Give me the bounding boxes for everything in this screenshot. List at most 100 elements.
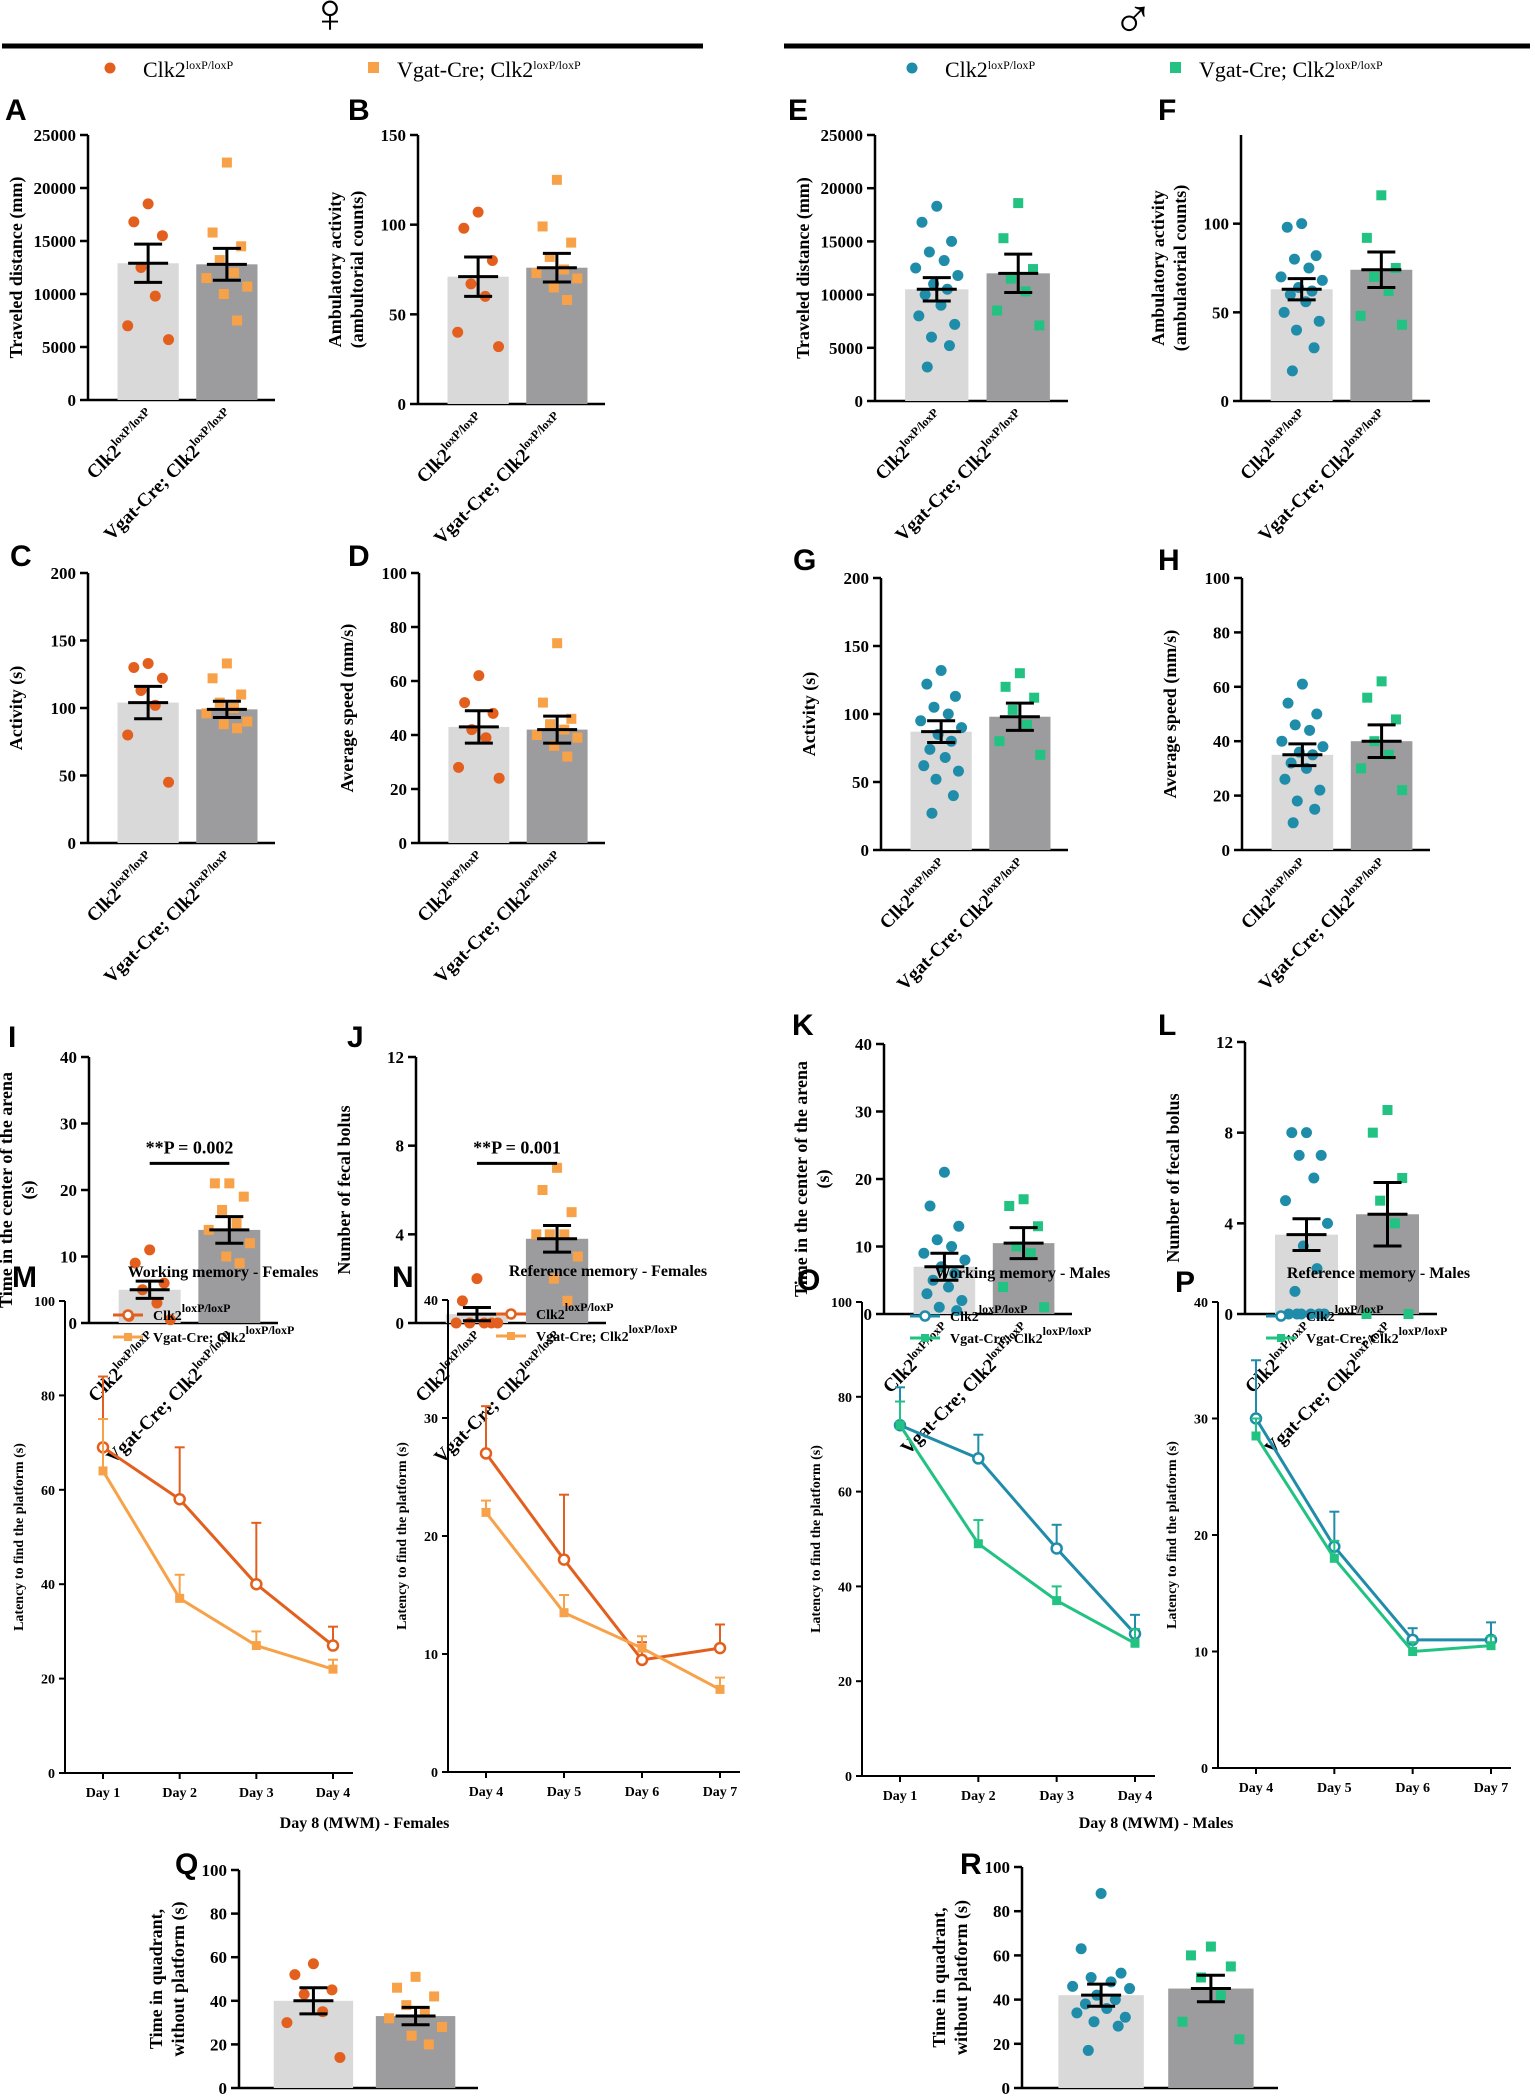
point-mutant-Q: [384, 2013, 395, 2024]
x-category-label-H: Clk2loxP/loxP: [1235, 855, 1314, 934]
point-mutant-B: [544, 251, 555, 262]
legend-label-M-sup: loxP/loxP: [182, 1301, 231, 1315]
point-mutant-E: [992, 305, 1003, 316]
y-tick-label-P: 0: [1201, 1762, 1208, 1777]
panel-letter-M: M: [12, 1261, 37, 1294]
y-tick-label-C: 0: [68, 834, 77, 853]
bar-mutant-C: [196, 709, 258, 843]
x-category-label-D-sup: loxP/loxP: [439, 848, 483, 892]
panel-B: B 0 50 100 150 Ambulatory activity (ambultoria…: [325, 94, 605, 549]
y-tick-label-N: 10: [424, 1648, 438, 1663]
y-tick-label-M: 0: [48, 1767, 55, 1782]
legend-label-M: Clk2loxP/loxP: [153, 1301, 230, 1324]
legend-marker-O: [919, 1310, 931, 1322]
point-control-R: [1067, 1980, 1079, 1992]
point-mutant-A: [201, 273, 212, 284]
y-tick-label-I: 10: [60, 1248, 77, 1267]
y-axis-title-G: Activity (s): [799, 672, 820, 756]
marker-mutant-P: [1329, 1553, 1339, 1563]
x-category-label-G: Clk2loxP/loxP: [874, 855, 953, 934]
series-line-control-P: [1254, 1417, 1491, 1642]
point-mutant-I: [238, 1191, 249, 1202]
point-control-I: [151, 1297, 163, 1309]
y-tick-label-P: 20: [1194, 1529, 1208, 1544]
x-category-label-C: Vgat-Cre; Clk2loxP/loxP: [98, 848, 238, 988]
point-control-F: [1278, 306, 1290, 318]
panel-letter-B: B: [348, 94, 370, 127]
x-tick-label-N: Day 5: [547, 1785, 582, 1800]
panel-letter-J: J: [347, 1021, 364, 1054]
x-category-label-C: Clk2loxP/loxP: [81, 848, 160, 927]
x-category-label-B: Clk2loxP/loxP: [411, 409, 490, 488]
group-legends: Clk2loxP/loxP Vgat-Cre; Clk2loxP/loxP Clk2…: [104, 57, 1383, 82]
x-category-label-I: Clk2loxP/loxP: [82, 1328, 161, 1407]
legend-marker-N: [505, 1308, 517, 1320]
marker-control-M: [250, 1577, 263, 1591]
point-control-E: [923, 246, 935, 258]
point-mutant-E: [998, 233, 1009, 244]
y-tick-label-Q: 20: [210, 2035, 227, 2054]
point-mutant-Q: [423, 2039, 434, 2050]
legend-mutant-marker: [368, 62, 379, 73]
legend-control-label-base: Clk2: [143, 57, 186, 82]
point-control-H: [1304, 724, 1316, 736]
chart-title-R: Day 8 (MWM) - Males: [1079, 1815, 1234, 1832]
y-tick-label-R: 20: [993, 2035, 1010, 2054]
panel-letter-I: I: [8, 1021, 16, 1054]
y-tick-label-I: 0: [69, 1314, 78, 1333]
x-category-label-K: Clk2loxP/loxP: [877, 1319, 956, 1398]
y-tick-label-O: 80: [838, 1391, 852, 1406]
legend-mutant-label-base: Vgat-Cre; Clk2: [1199, 57, 1335, 82]
y-tick-label-Q: 0: [219, 2079, 228, 2098]
point-control-Q: [289, 1969, 301, 1981]
y-tick-label-K: 30: [855, 1103, 872, 1122]
x-category-label-D: Clk2loxP/loxP: [411, 848, 490, 927]
y-tick-label-B: 0: [398, 395, 407, 414]
point-mutant-Q: [401, 2000, 412, 2011]
point-mutant-L: [1375, 1195, 1386, 1206]
x-category-label-H-sup: loxP/loxP: [1342, 855, 1386, 899]
legend-marker-N: [507, 1332, 515, 1340]
point-mutant-F: [1376, 190, 1387, 201]
point-control-G: [918, 760, 930, 772]
legend-male: Clk2loxP/loxP Vgat-Cre; Clk2loxP/loxP: [906, 57, 1383, 82]
point-control-H: [1314, 784, 1326, 796]
y-tick-label-Q: 80: [210, 1905, 227, 1924]
y-axis-title-E: Traveled distance (mm): [793, 177, 814, 359]
y-tick-label-C: 100: [51, 699, 77, 718]
point-mutant-H: [1390, 714, 1401, 725]
point-control-E: [921, 361, 933, 373]
point-mutant-J: [544, 1229, 555, 1240]
point-control-K: [946, 1241, 958, 1252]
panel-Q: Q Day 8 (MWM) - Females 0 20 40 60 80 100 Time i…: [146, 1815, 478, 2098]
panel-J: J 0 4 8 12 Number of fecal bolus Clk2 loxP/loxP…: [334, 1021, 606, 1468]
legend-label-O: Clk2loxP/loxP: [950, 1302, 1027, 1325]
x-category-label-E: Clk2loxP/loxP: [869, 406, 948, 485]
x-category-label-H-sup: loxP/loxP: [1263, 855, 1307, 899]
point-control-F: [1296, 218, 1308, 230]
legend-label-N-sup: loxP/loxP: [565, 1300, 614, 1314]
y-tick-label-I: 20: [60, 1181, 77, 1200]
point-control-G: [942, 708, 954, 720]
point-mutant-B: [531, 268, 542, 279]
point-control-C: [156, 672, 168, 684]
point-mutant-C: [201, 708, 212, 719]
point-mutant-I: [203, 1224, 214, 1235]
y-tick-label-M: 20: [41, 1673, 55, 1688]
point-control-L: [1293, 1149, 1305, 1161]
legend-marker-P: [1275, 1310, 1287, 1322]
point-mutant-A: [236, 241, 247, 252]
point-control-G: [949, 690, 961, 702]
y-axis-title-C: Activity (s): [6, 666, 27, 750]
point-control-G: [930, 773, 942, 785]
x-category-label-L: Clk2loxP/loxP: [1239, 1319, 1318, 1398]
point-control-D: [480, 732, 492, 744]
point-control-D: [453, 761, 465, 773]
point-mutant-E: [1005, 273, 1016, 284]
point-mutant-K: [1025, 1248, 1036, 1259]
point-control-C: [163, 776, 175, 788]
point-control-A: [163, 334, 175, 346]
panel-letter-N: N: [392, 1261, 414, 1294]
panel-letter-H: H: [1158, 544, 1180, 577]
